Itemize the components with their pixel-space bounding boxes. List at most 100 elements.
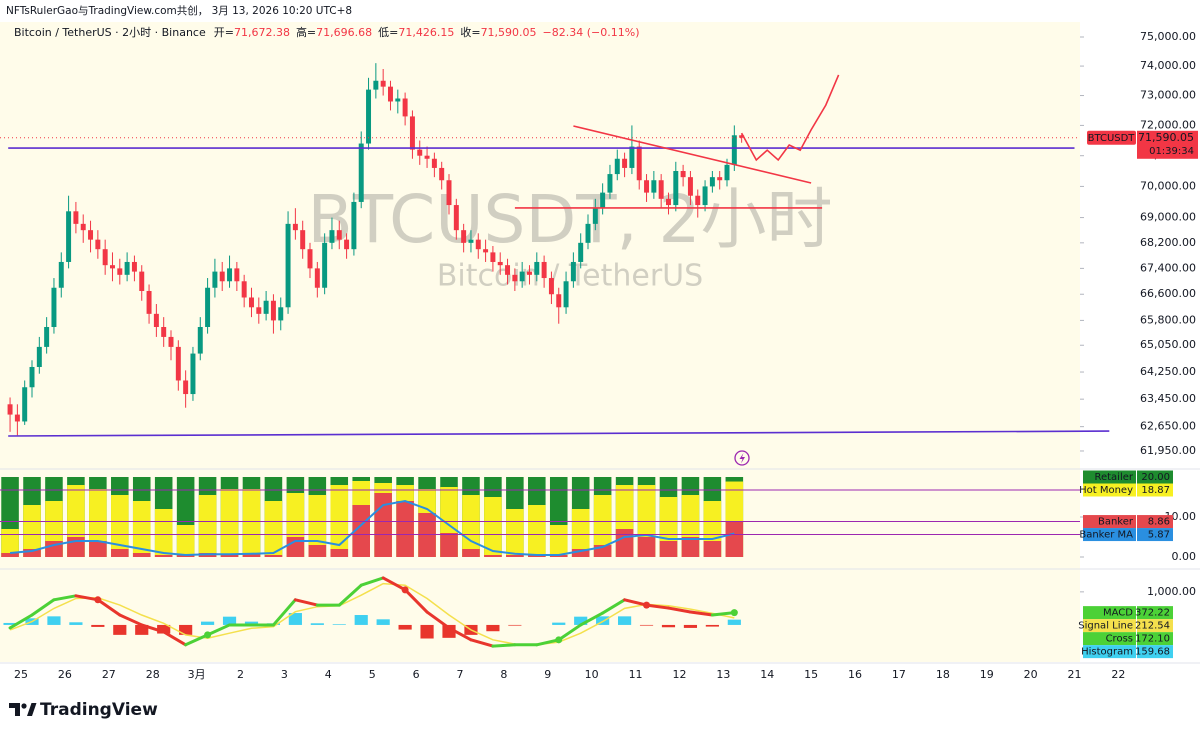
histogram-bar	[420, 624, 434, 639]
candle-body	[600, 192, 606, 209]
histogram-bar	[683, 624, 698, 628]
indicator-bar	[111, 495, 129, 557]
macd-segment	[688, 610, 714, 617]
candle-body	[80, 223, 86, 231]
x-tick-label: 15	[804, 668, 818, 681]
x-tick-label: 4	[325, 668, 332, 681]
indicator-bar	[220, 555, 239, 557]
legend-name: Histogram	[1081, 647, 1133, 658]
x-tick-label: 17	[892, 668, 906, 681]
candle-body	[570, 261, 576, 282]
candle-body	[402, 98, 408, 117]
legend-value: 372.22	[1135, 608, 1170, 619]
indicator-bar	[242, 553, 261, 557]
indicator-bar	[615, 529, 634, 557]
macd-segment	[666, 606, 692, 614]
indicator-bar	[132, 501, 151, 557]
histogram-bar	[157, 624, 171, 634]
candle-body	[44, 327, 50, 347]
histogram-bar	[508, 624, 522, 626]
y-tick-label: 72,000.00	[1140, 118, 1196, 131]
candle-body	[387, 86, 393, 102]
x-tick-label: 10	[585, 668, 599, 681]
indicator-bar	[242, 489, 261, 557]
drawing-line	[573, 125, 812, 184]
indicator-bar	[528, 505, 546, 557]
legend-value-box	[1137, 632, 1173, 646]
candle-body	[534, 261, 540, 275]
macd-segment	[271, 598, 297, 627]
change-value: −82.34 (−0.11%)	[543, 26, 640, 39]
indicator-bar	[1, 553, 19, 557]
legend-name: Banker	[1098, 517, 1134, 528]
candle-body	[190, 353, 196, 395]
candle-body	[307, 249, 313, 269]
macd-segment	[184, 633, 210, 647]
candle-body	[614, 158, 620, 175]
candle-body	[270, 300, 276, 321]
candle-body	[329, 230, 335, 243]
candle-body	[248, 297, 254, 308]
candle-body	[7, 404, 13, 415]
histogram-bar	[639, 624, 654, 626]
cross-dot	[555, 636, 563, 644]
indicator-bar	[264, 501, 283, 557]
drawing-line	[740, 74, 840, 162]
legend-value-box	[1137, 645, 1173, 659]
x-tick-label: 18	[936, 668, 950, 681]
candle-body	[563, 281, 569, 308]
candle-body	[358, 143, 364, 202]
candle-body	[461, 230, 467, 243]
cross-dot	[643, 601, 651, 609]
legend-name: Banker MA	[1079, 530, 1133, 541]
candle-body	[285, 223, 291, 308]
candle-body	[395, 98, 401, 102]
indicator-bar	[374, 493, 392, 557]
x-tick-label: 19	[980, 668, 994, 681]
x-tick-label: 28	[146, 668, 160, 681]
legend-value-box	[1137, 483, 1173, 497]
candle-body	[585, 223, 591, 243]
candle-body	[497, 261, 503, 266]
macd-segment	[601, 598, 627, 615]
histogram-bar	[222, 616, 237, 625]
indicator-bar	[549, 525, 568, 557]
macd-segment	[447, 626, 473, 642]
x-tick-label: 21	[1068, 668, 1082, 681]
alert-icon	[734, 450, 750, 466]
histogram-bar	[354, 615, 368, 625]
indicator-bar	[23, 549, 41, 557]
macd-segment	[96, 598, 122, 617]
legend-name-box	[1083, 619, 1136, 633]
cross-dot	[401, 586, 409, 594]
indicator-bar	[308, 545, 327, 557]
cross-dot	[730, 609, 738, 617]
y-tick-label: 67,400.00	[1140, 261, 1196, 274]
x-tick-label: 7	[456, 668, 463, 681]
candle-body	[66, 211, 72, 262]
candle-body	[161, 327, 167, 337]
candle-body	[409, 116, 415, 150]
candle-body	[373, 80, 379, 90]
macd-segment	[337, 583, 363, 607]
candle-body	[417, 149, 423, 156]
candle-body	[556, 294, 562, 308]
histogram-bar	[69, 622, 83, 625]
last-price-countdown: 01:39:34	[1149, 146, 1194, 157]
indicator-bar	[264, 555, 283, 557]
indicator-bar	[506, 555, 524, 557]
legend-name-box	[1083, 470, 1136, 484]
close-label: 收=	[460, 25, 480, 39]
candle-body	[29, 366, 35, 388]
watermark-title: BTCUSDT, 2小时	[307, 181, 832, 258]
y-tick-label: 65,800.00	[1140, 313, 1196, 326]
candle-body	[687, 177, 693, 196]
x-tick-label: 14	[760, 668, 774, 681]
candle-body	[651, 180, 657, 193]
x-tick-label: 9	[544, 668, 551, 681]
macd-segment	[52, 594, 78, 602]
indicator-bar	[725, 521, 744, 557]
indicator-bar	[484, 555, 502, 557]
candle-body	[117, 268, 123, 275]
